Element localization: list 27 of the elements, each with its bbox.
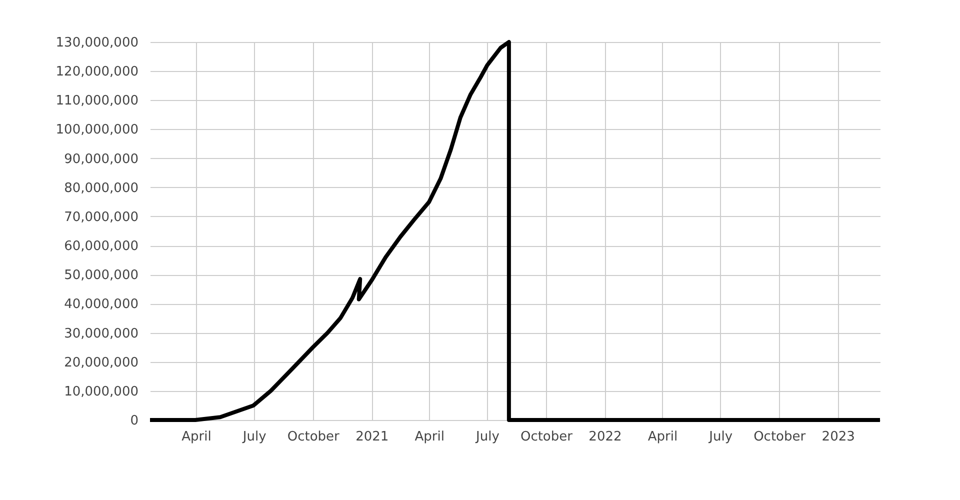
y-tick-label: 110,000,000 — [56, 94, 138, 109]
y-tick-label: 130,000,000 — [56, 36, 138, 50]
x-tick-label: October — [520, 430, 574, 444]
line-series — [148, 40, 882, 422]
x-tick-label: July — [708, 430, 733, 444]
x-tick-label: October — [287, 430, 340, 444]
y-tick-label: 90,000,000 — [64, 152, 138, 167]
x-tick-label: 2023 — [822, 430, 855, 444]
y-tick-label: 30,000,000 — [64, 326, 138, 342]
x-tick-label: April — [182, 430, 212, 444]
y-tick-label: 40,000,000 — [64, 297, 138, 312]
y-tick-label: 100,000,000 — [56, 122, 138, 138]
y-tick-label: 50,000,000 — [64, 268, 138, 284]
y-tick-label: 80,000,000 — [64, 180, 138, 196]
y-tick-label: 120,000,000 — [56, 64, 138, 80]
x-tick-label: 2021 — [356, 430, 389, 444]
x-tick-label: April — [414, 430, 444, 444]
x-tick-label: July — [242, 430, 267, 444]
x-tick-label: July — [475, 430, 500, 444]
y-tick-label: 60,000,000 — [64, 239, 138, 254]
y-tick-label: 0 — [130, 414, 138, 428]
x-tick-label: 2022 — [588, 430, 622, 444]
x-tick-label: October — [754, 430, 806, 444]
y-tick-label: 20,000,000 — [64, 355, 138, 370]
y-tick-label: 10,000,000 — [64, 384, 138, 400]
x-tick-label: April — [648, 430, 678, 444]
y-tick-label: 70,000,000 — [64, 210, 138, 225]
